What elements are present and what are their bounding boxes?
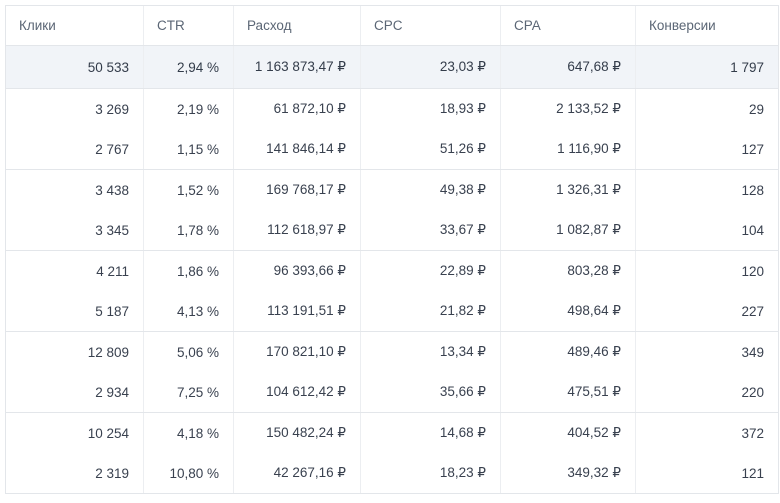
cell-cpa: 1 326,31 ₽ <box>501 170 636 210</box>
totals-ctr: 2,94 % <box>144 46 234 88</box>
cell-cpa: 1 082,87 ₽ <box>501 210 636 250</box>
cell-conversions: 104 <box>741 222 764 238</box>
cell-cost: 61 872,10 ₽ <box>234 89 361 129</box>
cell-ctr: 2,19 % <box>144 89 234 129</box>
row-group: 10 254 4,18 % 150 482,24 ₽ 14,68 ₽ 404,5… <box>6 413 778 493</box>
table-row: 3 269 2,19 % 61 872,10 ₽ 18,93 ₽ 2 133,5… <box>6 89 778 129</box>
cell-ctr: 1,78 % <box>144 210 234 250</box>
cell-cost: 150 482,24 ₽ <box>234 413 361 453</box>
totals-row: 50 533 2,94 % 1 163 873,47 ₽ 23,03 ₽ 647… <box>6 46 778 89</box>
cell-ctr: 1,86 % <box>144 251 234 291</box>
table-row: 3 438 1,52 % 169 768,17 ₽ 49,38 ₽ 1 326,… <box>6 170 778 210</box>
totals-conversions: 1 797 <box>730 59 764 75</box>
cell-cost: 42 267,16 ₽ <box>234 453 361 493</box>
column-header-cpa[interactable]: CPA <box>501 6 636 45</box>
cell-ctr: 10,80 % <box>144 453 234 493</box>
cell-cpc: 22,89 ₽ <box>361 251 501 291</box>
totals-cpa: 647,68 ₽ <box>501 46 636 88</box>
cell-clicks: 3 438 <box>6 170 144 210</box>
cell-cpa: 498,64 ₽ <box>501 291 636 331</box>
cell-cpc: 51,26 ₽ <box>361 129 501 169</box>
column-header-conversions[interactable]: Конверсии <box>649 18 716 33</box>
cell-conversions: 121 <box>741 465 764 481</box>
cell-conversions: 349 <box>741 344 764 360</box>
cell-cpc: 18,23 ₽ <box>361 453 501 493</box>
cell-clicks: 3 269 <box>6 89 144 129</box>
cell-cpc: 18,93 ₽ <box>361 89 501 129</box>
column-header-ctr[interactable]: CTR <box>144 6 234 45</box>
column-header-cpc[interactable]: CPC <box>361 6 501 45</box>
cell-cpc: 14,68 ₽ <box>361 413 501 453</box>
cell-ctr: 4,13 % <box>144 291 234 331</box>
cell-clicks: 2 767 <box>6 129 144 169</box>
cell-conversions: 128 <box>741 182 764 198</box>
statistics-table: Клики CTR Расход CPC CPA Конверсии 50 53… <box>5 5 779 494</box>
cell-clicks: 5 187 <box>6 291 144 331</box>
cell-conversions: 220 <box>741 384 764 400</box>
cell-ctr: 4,18 % <box>144 413 234 453</box>
table-row: 2 319 10,80 % 42 267,16 ₽ 18,23 ₽ 349,32… <box>6 453 778 493</box>
totals-cost: 1 163 873,47 ₽ <box>234 46 361 88</box>
cell-clicks: 3 345 <box>6 210 144 250</box>
cell-ctr: 1,15 % <box>144 129 234 169</box>
table-row: 12 809 5,06 % 170 821,10 ₽ 13,34 ₽ 489,4… <box>6 332 778 372</box>
table-row: 3 345 1,78 % 112 618,97 ₽ 33,67 ₽ 1 082,… <box>6 210 778 250</box>
cell-clicks: 12 809 <box>6 332 144 372</box>
column-header-clicks[interactable]: Клики <box>6 6 144 45</box>
table-row: 2 767 1,15 % 141 846,14 ₽ 51,26 ₽ 1 116,… <box>6 129 778 169</box>
cell-cpc: 33,67 ₽ <box>361 210 501 250</box>
row-group: 3 269 2,19 % 61 872,10 ₽ 18,93 ₽ 2 133,5… <box>6 89 778 170</box>
cell-conversions: 120 <box>741 263 764 279</box>
cell-cost: 96 393,66 ₽ <box>234 251 361 291</box>
cell-cost: 104 612,42 ₽ <box>234 372 361 412</box>
cell-cpa: 1 116,90 ₽ <box>501 129 636 169</box>
cell-cost: 170 821,10 ₽ <box>234 332 361 372</box>
table-row: 2 934 7,25 % 104 612,42 ₽ 35,66 ₽ 475,51… <box>6 372 778 412</box>
cell-cpa: 489,46 ₽ <box>501 332 636 372</box>
cell-cpa: 2 133,52 ₽ <box>501 89 636 129</box>
cell-cpc: 49,38 ₽ <box>361 170 501 210</box>
table-header-row: Клики CTR Расход CPC CPA Конверсии <box>6 6 778 46</box>
row-group: 3 438 1,52 % 169 768,17 ₽ 49,38 ₽ 1 326,… <box>6 170 778 251</box>
cell-clicks: 4 211 <box>6 251 144 291</box>
cell-cost: 141 846,14 ₽ <box>234 129 361 169</box>
cell-cpc: 13,34 ₽ <box>361 332 501 372</box>
cell-conversions: 127 <box>741 141 764 157</box>
table-row: 4 211 1,86 % 96 393,66 ₽ 22,89 ₽ 803,28 … <box>6 251 778 291</box>
row-group: 4 211 1,86 % 96 393,66 ₽ 22,89 ₽ 803,28 … <box>6 251 778 332</box>
totals-cpc: 23,03 ₽ <box>361 46 501 88</box>
cell-clicks: 10 254 <box>6 413 144 453</box>
cell-ctr: 7,25 % <box>144 372 234 412</box>
cell-cpc: 35,66 ₽ <box>361 372 501 412</box>
cell-cpa: 404,52 ₽ <box>501 413 636 453</box>
cell-ctr: 5,06 % <box>144 332 234 372</box>
cell-cpc: 21,82 ₽ <box>361 291 501 331</box>
cell-clicks: 2 319 <box>6 453 144 493</box>
cell-ctr: 1,52 % <box>144 170 234 210</box>
table-row: 5 187 4,13 % 113 191,51 ₽ 21,82 ₽ 498,64… <box>6 291 778 331</box>
cell-clicks: 2 934 <box>6 372 144 412</box>
cell-conversions: 29 <box>748 101 764 117</box>
cell-cost: 169 768,17 ₽ <box>234 170 361 210</box>
row-group: 12 809 5,06 % 170 821,10 ₽ 13,34 ₽ 489,4… <box>6 332 778 413</box>
cell-cpa: 349,32 ₽ <box>501 453 636 493</box>
cell-cost: 113 191,51 ₽ <box>234 291 361 331</box>
totals-clicks: 50 533 <box>6 46 144 88</box>
column-header-cost[interactable]: Расход <box>234 6 361 45</box>
cell-cost: 112 618,97 ₽ <box>234 210 361 250</box>
cell-cpa: 475,51 ₽ <box>501 372 636 412</box>
cell-conversions: 227 <box>741 303 764 319</box>
cell-cpa: 803,28 ₽ <box>501 251 636 291</box>
table-row: 10 254 4,18 % 150 482,24 ₽ 14,68 ₽ 404,5… <box>6 413 778 453</box>
cell-conversions: 372 <box>741 425 764 441</box>
